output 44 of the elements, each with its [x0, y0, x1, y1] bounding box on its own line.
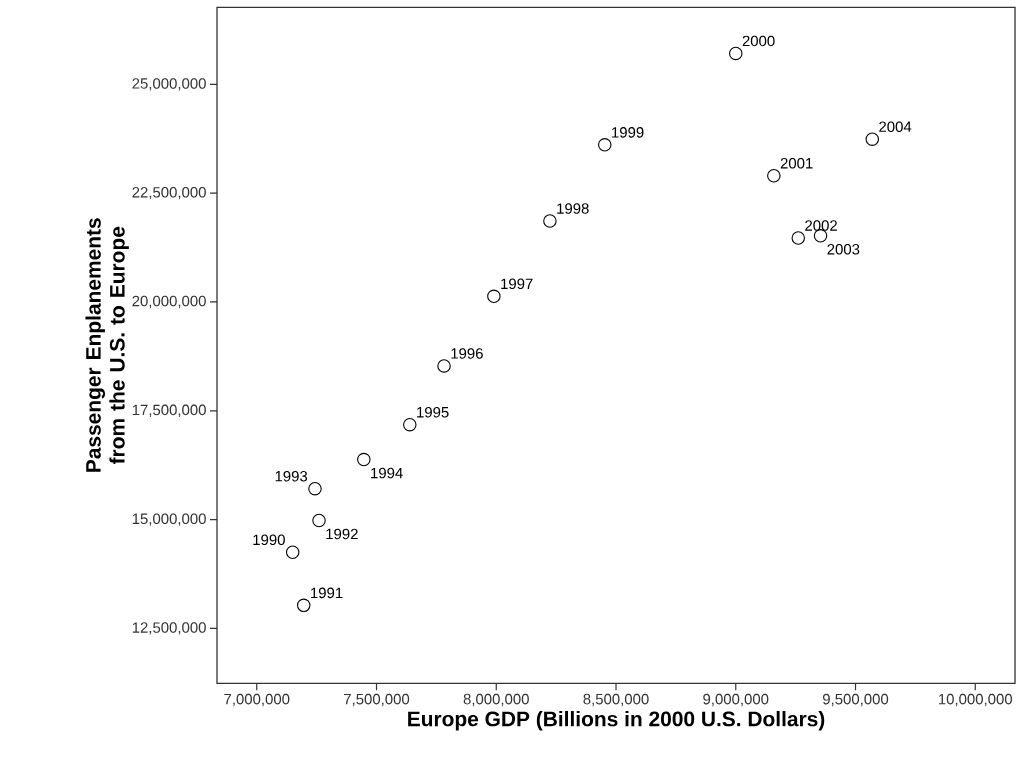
annotation: 1992 — [326, 528, 358, 540]
point — [296, 598, 311, 613]
annotation: 1995 — [417, 406, 449, 418]
annotation: 1990 — [253, 534, 285, 546]
annotation: 2000 — [742, 35, 775, 47]
y-tick-label: 25,000,000 — [132, 78, 206, 91]
x-tick-label: 7,500,000 — [344, 693, 410, 707]
annotation: 1991 — [311, 587, 343, 599]
annotation: 2003 — [827, 244, 860, 255]
y-tick-label: 22,500,000 — [132, 186, 206, 200]
point — [791, 231, 806, 245]
annotation: 2001 — [780, 157, 813, 169]
point — [437, 359, 451, 373]
x-tick-label: 9,000,000 — [703, 693, 769, 707]
x-tick-label: 8,000,000 — [463, 693, 529, 707]
x-tick-label: 9,500,000 — [822, 693, 889, 707]
x-axis-title: Europe GDP (Billions in 2000 U.S. Dollars) — [408, 711, 825, 731]
annotation: 2004 — [879, 121, 912, 132]
point — [767, 168, 781, 183]
annotation: 1996 — [451, 348, 483, 359]
y-tick-label: 12,500,000 — [132, 622, 206, 635]
point — [357, 452, 371, 467]
point — [865, 132, 880, 146]
annotation: 1999 — [612, 127, 644, 138]
annotation: 1993 — [275, 470, 308, 482]
y-tick-label: 17,500,000 — [132, 404, 206, 417]
annotation: 2002 — [805, 220, 837, 231]
x-tick-label: 7,000,000 — [224, 693, 290, 707]
y-tick-label: 15,000,000 — [132, 513, 206, 526]
annotation: 1994 — [371, 467, 403, 479]
point — [729, 46, 743, 61]
annotation: 1998 — [557, 203, 589, 214]
y-axis-title: Passenger Enplanements from the U.S. to Europe — [85, 218, 129, 472]
point — [312, 513, 326, 528]
point — [598, 138, 612, 152]
point — [308, 481, 322, 496]
point — [285, 545, 300, 560]
x-tick-label: 10,000,000 — [939, 693, 1013, 707]
annotation: 1997 — [501, 278, 533, 290]
y-tick-label: 20,000,000 — [132, 295, 206, 309]
point — [543, 214, 557, 228]
point — [403, 417, 417, 432]
point — [487, 289, 501, 304]
x-tick-label: 8,500,000 — [583, 693, 649, 707]
